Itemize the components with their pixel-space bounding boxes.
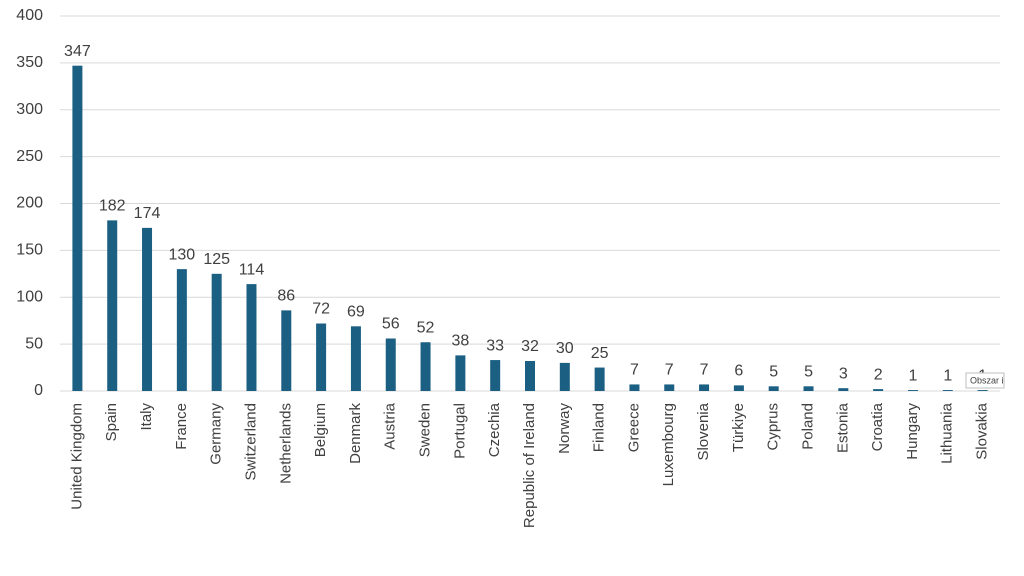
value-label: 7 xyxy=(665,362,674,379)
x-tick-label: Austria xyxy=(382,402,399,449)
bar xyxy=(733,385,744,391)
bar xyxy=(142,227,153,391)
bar xyxy=(664,384,675,391)
x-tick-label: United Kingdom xyxy=(68,403,85,510)
bar xyxy=(385,338,396,391)
value-label: 125 xyxy=(203,251,230,268)
value-label: 52 xyxy=(417,319,435,336)
value-label: 114 xyxy=(239,261,265,278)
bar xyxy=(490,360,501,391)
x-tick-label: Cyprus xyxy=(765,403,782,451)
bar xyxy=(629,384,640,391)
value-label: 7 xyxy=(630,362,639,379)
x-tick-label: Spain xyxy=(103,403,120,441)
x-tick-label: Poland xyxy=(799,403,816,450)
x-tick-label: Hungary xyxy=(904,403,921,460)
y-tick-label: 350 xyxy=(16,54,43,71)
x-tick-label: Estonia xyxy=(834,402,851,453)
x-tick-label: Türkiye xyxy=(730,403,747,452)
y-tick-label: 200 xyxy=(16,195,43,212)
x-tick-label: France xyxy=(173,403,190,450)
x-tick-label: Italy xyxy=(138,403,155,431)
bar xyxy=(838,388,849,391)
value-label: 6 xyxy=(734,363,743,380)
x-tick-label: Netherlands xyxy=(277,403,294,484)
x-tick-label: Switzerland xyxy=(242,403,259,481)
value-label: 130 xyxy=(169,246,196,263)
bar xyxy=(768,386,779,391)
y-tick-label: 250 xyxy=(16,148,43,165)
x-tick-label: Greece xyxy=(625,403,642,452)
bar xyxy=(699,384,710,391)
value-label: 1 xyxy=(943,367,952,384)
bar xyxy=(176,269,187,391)
x-tick-label: Belgium xyxy=(312,403,329,457)
value-label: 182 xyxy=(99,198,126,215)
value-label: 86 xyxy=(277,288,295,305)
value-label: 30 xyxy=(556,340,574,357)
x-tick-label: Norway xyxy=(556,403,573,454)
bar xyxy=(942,390,953,391)
bar xyxy=(350,326,361,391)
bar xyxy=(72,65,83,391)
value-label: 3 xyxy=(839,365,848,382)
bar xyxy=(873,389,884,391)
bar xyxy=(281,310,292,391)
value-label: 347 xyxy=(64,43,91,60)
x-tick-label: Croatia xyxy=(869,402,886,451)
tooltip: Obszar i xyxy=(970,375,1004,385)
value-label: 5 xyxy=(769,364,778,381)
bar xyxy=(316,323,327,391)
value-label: 25 xyxy=(591,345,609,362)
value-label: 72 xyxy=(312,301,330,318)
value-label: 5 xyxy=(804,364,813,381)
bar xyxy=(211,273,222,391)
x-tick-label: Czechia xyxy=(486,402,503,457)
value-label: 32 xyxy=(521,338,539,355)
y-tick-label: 300 xyxy=(16,101,43,118)
bar xyxy=(907,390,918,391)
value-label: 2 xyxy=(874,366,883,383)
value-label: 1 xyxy=(909,367,918,384)
y-tick-label: 50 xyxy=(25,335,43,352)
value-label: 174 xyxy=(134,205,161,222)
tooltip-box xyxy=(965,372,1005,389)
bar xyxy=(559,362,570,391)
value-label: 56 xyxy=(382,316,400,333)
x-tick-label: Denmark xyxy=(347,403,364,464)
value-label: 33 xyxy=(486,337,504,354)
y-tick-label: 400 xyxy=(16,7,43,24)
bar xyxy=(420,342,431,391)
bar xyxy=(455,355,466,391)
bar xyxy=(525,361,535,391)
bar xyxy=(246,284,257,391)
x-tick-label: Slovakia xyxy=(974,402,991,459)
x-tick-label: Lithuania xyxy=(939,402,956,464)
value-label: 38 xyxy=(451,333,469,350)
y-tick-label: 0 xyxy=(34,382,43,399)
value-label: 69 xyxy=(347,304,365,321)
x-tick-label: Republic of Ireland xyxy=(521,403,538,528)
y-tick-label: 100 xyxy=(16,288,43,305)
x-tick-label: Finland xyxy=(591,403,608,452)
x-tick-label: Luxembourg xyxy=(660,403,677,486)
y-tick-label: 150 xyxy=(16,242,43,259)
bar xyxy=(977,390,988,391)
value-label: 7 xyxy=(700,362,709,379)
bar xyxy=(803,386,814,391)
x-tick-label: Sweden xyxy=(417,403,434,457)
bar xyxy=(594,367,605,391)
bar xyxy=(107,220,118,391)
x-tick-label: Portugal xyxy=(451,403,468,459)
x-tick-label: Germany xyxy=(208,403,225,465)
x-tick-label: Slovenia xyxy=(695,402,712,460)
